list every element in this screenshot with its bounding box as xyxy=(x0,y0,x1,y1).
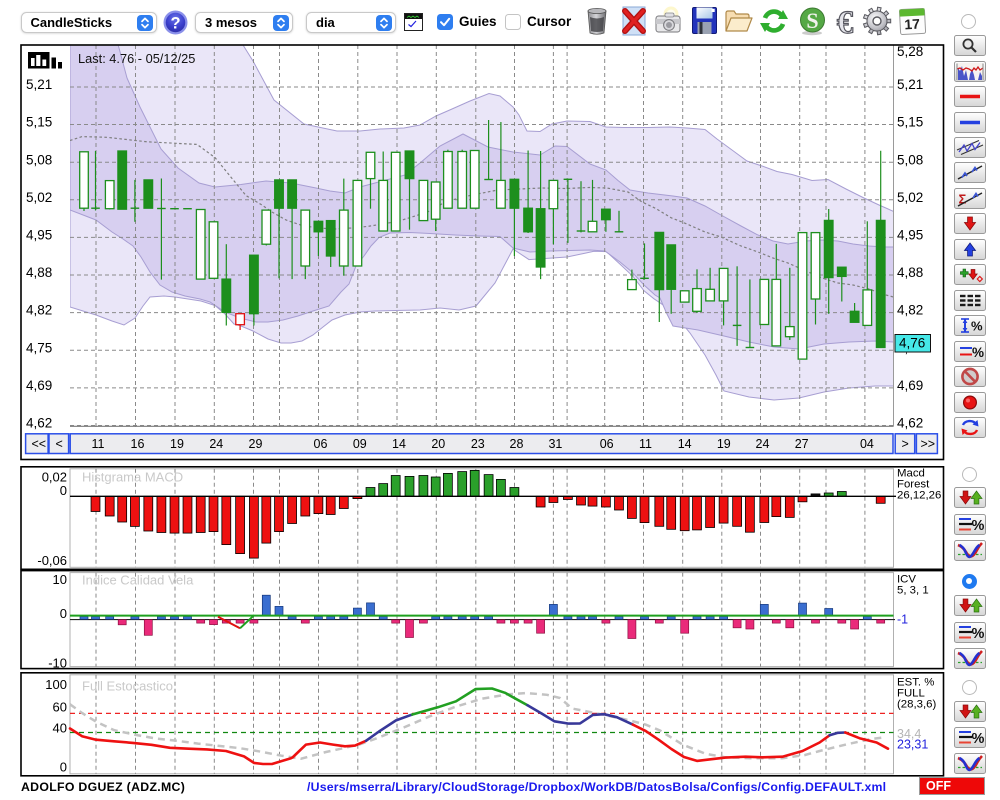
svg-text:29: 29 xyxy=(249,437,263,451)
svg-text:5,21: 5,21 xyxy=(897,77,923,92)
svg-text:31: 31 xyxy=(548,437,562,451)
svg-text:<<: << xyxy=(32,437,47,451)
svg-text:11: 11 xyxy=(639,437,652,451)
svg-text:EST. %: EST. % xyxy=(897,677,934,689)
svg-text:17: 17 xyxy=(904,16,921,33)
svg-text:4,82: 4,82 xyxy=(897,303,923,318)
svg-text:-1: -1 xyxy=(897,613,908,627)
svg-text:S: S xyxy=(806,8,818,33)
svg-text:4,75: 4,75 xyxy=(26,340,52,355)
svg-text:4,88: 4,88 xyxy=(897,265,923,280)
svg-text:19: 19 xyxy=(170,437,184,451)
svg-text:Forest: Forest xyxy=(897,479,930,491)
svg-text:-0,06: -0,06 xyxy=(37,553,67,568)
svg-text:34,4: 34,4 xyxy=(897,727,921,741)
svg-text:4,69: 4,69 xyxy=(897,378,923,393)
svg-text:0: 0 xyxy=(60,483,67,498)
svg-text:Macd: Macd xyxy=(897,468,925,480)
svg-text:19: 19 xyxy=(717,437,731,451)
svg-text:24: 24 xyxy=(209,437,223,451)
svg-text:%: % xyxy=(971,319,983,334)
svg-text:5,08: 5,08 xyxy=(26,152,52,167)
svg-text:60: 60 xyxy=(53,700,67,715)
svg-text:11: 11 xyxy=(92,437,105,451)
svg-text:4,62: 4,62 xyxy=(26,416,52,431)
svg-text:€: € xyxy=(837,6,854,36)
svg-text:ICV: ICV xyxy=(897,574,916,586)
svg-text:26,12,26: 26,12,26 xyxy=(897,490,941,502)
svg-text:FULL: FULL xyxy=(897,688,925,700)
svg-text:%: % xyxy=(972,345,984,360)
svg-text:%: % xyxy=(971,518,984,534)
svg-text:5,02: 5,02 xyxy=(26,190,52,205)
svg-text:>: > xyxy=(902,437,909,451)
svg-text:Full Estocastico: Full Estocastico xyxy=(82,679,173,694)
svg-text:09: 09 xyxy=(353,437,367,451)
svg-text:5,02: 5,02 xyxy=(897,190,923,205)
svg-text:06: 06 xyxy=(600,437,614,451)
svg-text:14: 14 xyxy=(392,437,406,451)
svg-text:27: 27 xyxy=(795,437,809,451)
svg-text:04: 04 xyxy=(860,437,874,451)
svg-text:16: 16 xyxy=(131,437,145,451)
svg-text:4,95: 4,95 xyxy=(897,228,923,243)
svg-text:-10: -10 xyxy=(48,656,67,671)
svg-text:4,69: 4,69 xyxy=(26,378,52,393)
svg-text:4,95: 4,95 xyxy=(26,228,52,243)
svg-text:5,21: 5,21 xyxy=(26,77,52,92)
svg-text:5,15: 5,15 xyxy=(897,115,923,130)
svg-text:20: 20 xyxy=(431,437,445,451)
svg-text:?: ? xyxy=(170,14,180,32)
svg-text:%: % xyxy=(971,731,984,747)
svg-text:28: 28 xyxy=(510,437,524,451)
svg-text:14: 14 xyxy=(678,437,692,451)
svg-text:23: 23 xyxy=(471,437,485,451)
svg-text:0: 0 xyxy=(60,606,67,621)
svg-text:10: 10 xyxy=(53,572,67,587)
svg-text:<: < xyxy=(56,437,63,451)
svg-text:23,31: 23,31 xyxy=(897,738,928,752)
svg-text:5,28: 5,28 xyxy=(897,44,923,59)
svg-text:5, 3, 1: 5, 3, 1 xyxy=(897,585,929,597)
svg-text:Last: 4.76 - 05/12/25: Last: 4.76 - 05/12/25 xyxy=(78,51,195,66)
svg-text:>>: >> xyxy=(921,437,936,451)
svg-text:4,62: 4,62 xyxy=(897,416,923,431)
svg-text:100: 100 xyxy=(45,677,67,692)
svg-text:4,82: 4,82 xyxy=(26,303,52,318)
svg-text:Indice Calidad Vela: Indice Calidad Vela xyxy=(82,573,194,588)
svg-text:40: 40 xyxy=(53,721,67,736)
svg-text:5,15: 5,15 xyxy=(26,115,52,130)
svg-text:0: 0 xyxy=(60,760,67,775)
svg-text:(28,3,6): (28,3,6) xyxy=(897,699,936,711)
svg-text:0,02: 0,02 xyxy=(42,470,67,485)
svg-text:06: 06 xyxy=(314,437,328,451)
svg-text:5,08: 5,08 xyxy=(897,152,923,167)
svg-text:Σ: Σ xyxy=(958,191,966,206)
svg-text:24: 24 xyxy=(756,437,770,451)
svg-text:Histgrama MACD: Histgrama MACD xyxy=(82,470,183,485)
svg-text:4,76: 4,76 xyxy=(899,336,925,351)
svg-text:%: % xyxy=(971,626,984,642)
svg-text:4,88: 4,88 xyxy=(26,265,52,280)
